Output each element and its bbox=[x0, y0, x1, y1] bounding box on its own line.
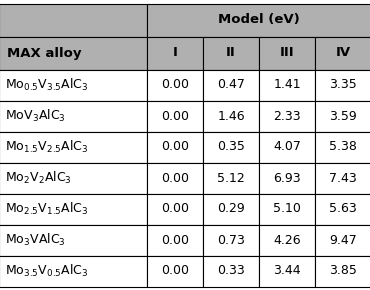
Bar bbox=[0, 255, 147, 287]
Bar bbox=[147, 224, 203, 255]
Text: 0.00: 0.00 bbox=[161, 202, 189, 215]
Bar bbox=[259, 193, 315, 224]
Text: Mo$_{1.5}$V$_{2.5}$AlC$_3$: Mo$_{1.5}$V$_{2.5}$AlC$_3$ bbox=[5, 139, 88, 155]
Text: 0.29: 0.29 bbox=[217, 202, 245, 215]
Text: 9.47: 9.47 bbox=[329, 233, 357, 246]
Bar bbox=[147, 101, 203, 131]
Text: 5.63: 5.63 bbox=[329, 202, 357, 215]
Bar bbox=[315, 193, 370, 224]
Bar bbox=[147, 131, 203, 162]
Text: 0.00: 0.00 bbox=[161, 110, 189, 122]
Text: Mo$_{3.5}$V$_{0.5}$AlC$_3$: Mo$_{3.5}$V$_{0.5}$AlC$_3$ bbox=[5, 263, 88, 279]
Bar bbox=[203, 101, 259, 131]
Text: 0.73: 0.73 bbox=[217, 233, 245, 246]
Bar bbox=[259, 101, 315, 131]
Bar bbox=[315, 224, 370, 255]
Bar bbox=[147, 162, 203, 193]
Bar bbox=[203, 37, 259, 70]
Text: 0.00: 0.00 bbox=[161, 140, 189, 153]
Text: Mo$_{2.5}$V$_{1.5}$AlC$_3$: Mo$_{2.5}$V$_{1.5}$AlC$_3$ bbox=[5, 201, 88, 217]
Text: 0.00: 0.00 bbox=[161, 79, 189, 92]
Text: 0.00: 0.00 bbox=[161, 171, 189, 184]
Bar bbox=[259, 70, 315, 101]
Bar bbox=[315, 70, 370, 101]
Bar bbox=[0, 224, 147, 255]
Bar bbox=[147, 255, 203, 287]
Text: 0.47: 0.47 bbox=[217, 79, 245, 92]
Bar bbox=[147, 3, 370, 37]
Text: 6.93: 6.93 bbox=[273, 171, 301, 184]
Bar bbox=[315, 131, 370, 162]
Bar bbox=[203, 255, 259, 287]
Bar bbox=[315, 101, 370, 131]
Text: 4.26: 4.26 bbox=[273, 233, 301, 246]
Text: 5.12: 5.12 bbox=[217, 171, 245, 184]
Bar bbox=[315, 37, 370, 70]
Text: 3.35: 3.35 bbox=[329, 79, 357, 92]
Bar bbox=[315, 162, 370, 193]
Text: 7.43: 7.43 bbox=[329, 171, 357, 184]
Text: MoV$_3$AlC$_3$: MoV$_3$AlC$_3$ bbox=[5, 108, 66, 124]
Text: 0.33: 0.33 bbox=[217, 264, 245, 278]
Bar bbox=[147, 193, 203, 224]
Bar bbox=[0, 70, 147, 101]
Bar bbox=[315, 255, 370, 287]
Text: 0.35: 0.35 bbox=[217, 140, 245, 153]
Bar bbox=[0, 3, 147, 37]
Bar bbox=[203, 193, 259, 224]
Text: 0.00: 0.00 bbox=[161, 233, 189, 246]
Bar bbox=[0, 37, 147, 70]
Bar bbox=[0, 131, 147, 162]
Bar bbox=[259, 255, 315, 287]
Text: IV: IV bbox=[336, 46, 350, 59]
Bar bbox=[259, 224, 315, 255]
Bar bbox=[259, 162, 315, 193]
Bar bbox=[147, 37, 203, 70]
Text: 0.00: 0.00 bbox=[161, 264, 189, 278]
Bar bbox=[203, 162, 259, 193]
Text: Mo$_2$V$_2$AlC$_3$: Mo$_2$V$_2$AlC$_3$ bbox=[5, 170, 72, 186]
Bar bbox=[259, 37, 315, 70]
Bar bbox=[203, 70, 259, 101]
Bar bbox=[147, 70, 203, 101]
Text: II: II bbox=[226, 46, 236, 59]
Bar bbox=[259, 131, 315, 162]
Text: 3.59: 3.59 bbox=[329, 110, 357, 122]
Text: 1.41: 1.41 bbox=[273, 79, 301, 92]
Bar bbox=[203, 224, 259, 255]
Text: 5.10: 5.10 bbox=[273, 202, 301, 215]
Bar bbox=[0, 101, 147, 131]
Text: 1.46: 1.46 bbox=[217, 110, 245, 122]
Bar bbox=[0, 162, 147, 193]
Text: 2.33: 2.33 bbox=[273, 110, 301, 122]
Bar bbox=[0, 193, 147, 224]
Text: III: III bbox=[280, 46, 294, 59]
Text: 3.44: 3.44 bbox=[273, 264, 301, 278]
Text: 5.38: 5.38 bbox=[329, 140, 357, 153]
Text: Model (eV): Model (eV) bbox=[218, 14, 300, 26]
Text: MAX alloy: MAX alloy bbox=[7, 46, 81, 59]
Text: Mo$_3$VAlC$_3$: Mo$_3$VAlC$_3$ bbox=[5, 232, 66, 248]
Text: 4.07: 4.07 bbox=[273, 140, 301, 153]
Bar bbox=[203, 131, 259, 162]
Text: 3.85: 3.85 bbox=[329, 264, 357, 278]
Text: Mo$_{0.5}$V$_{3.5}$AlC$_3$: Mo$_{0.5}$V$_{3.5}$AlC$_3$ bbox=[5, 77, 88, 93]
Text: I: I bbox=[172, 46, 178, 59]
